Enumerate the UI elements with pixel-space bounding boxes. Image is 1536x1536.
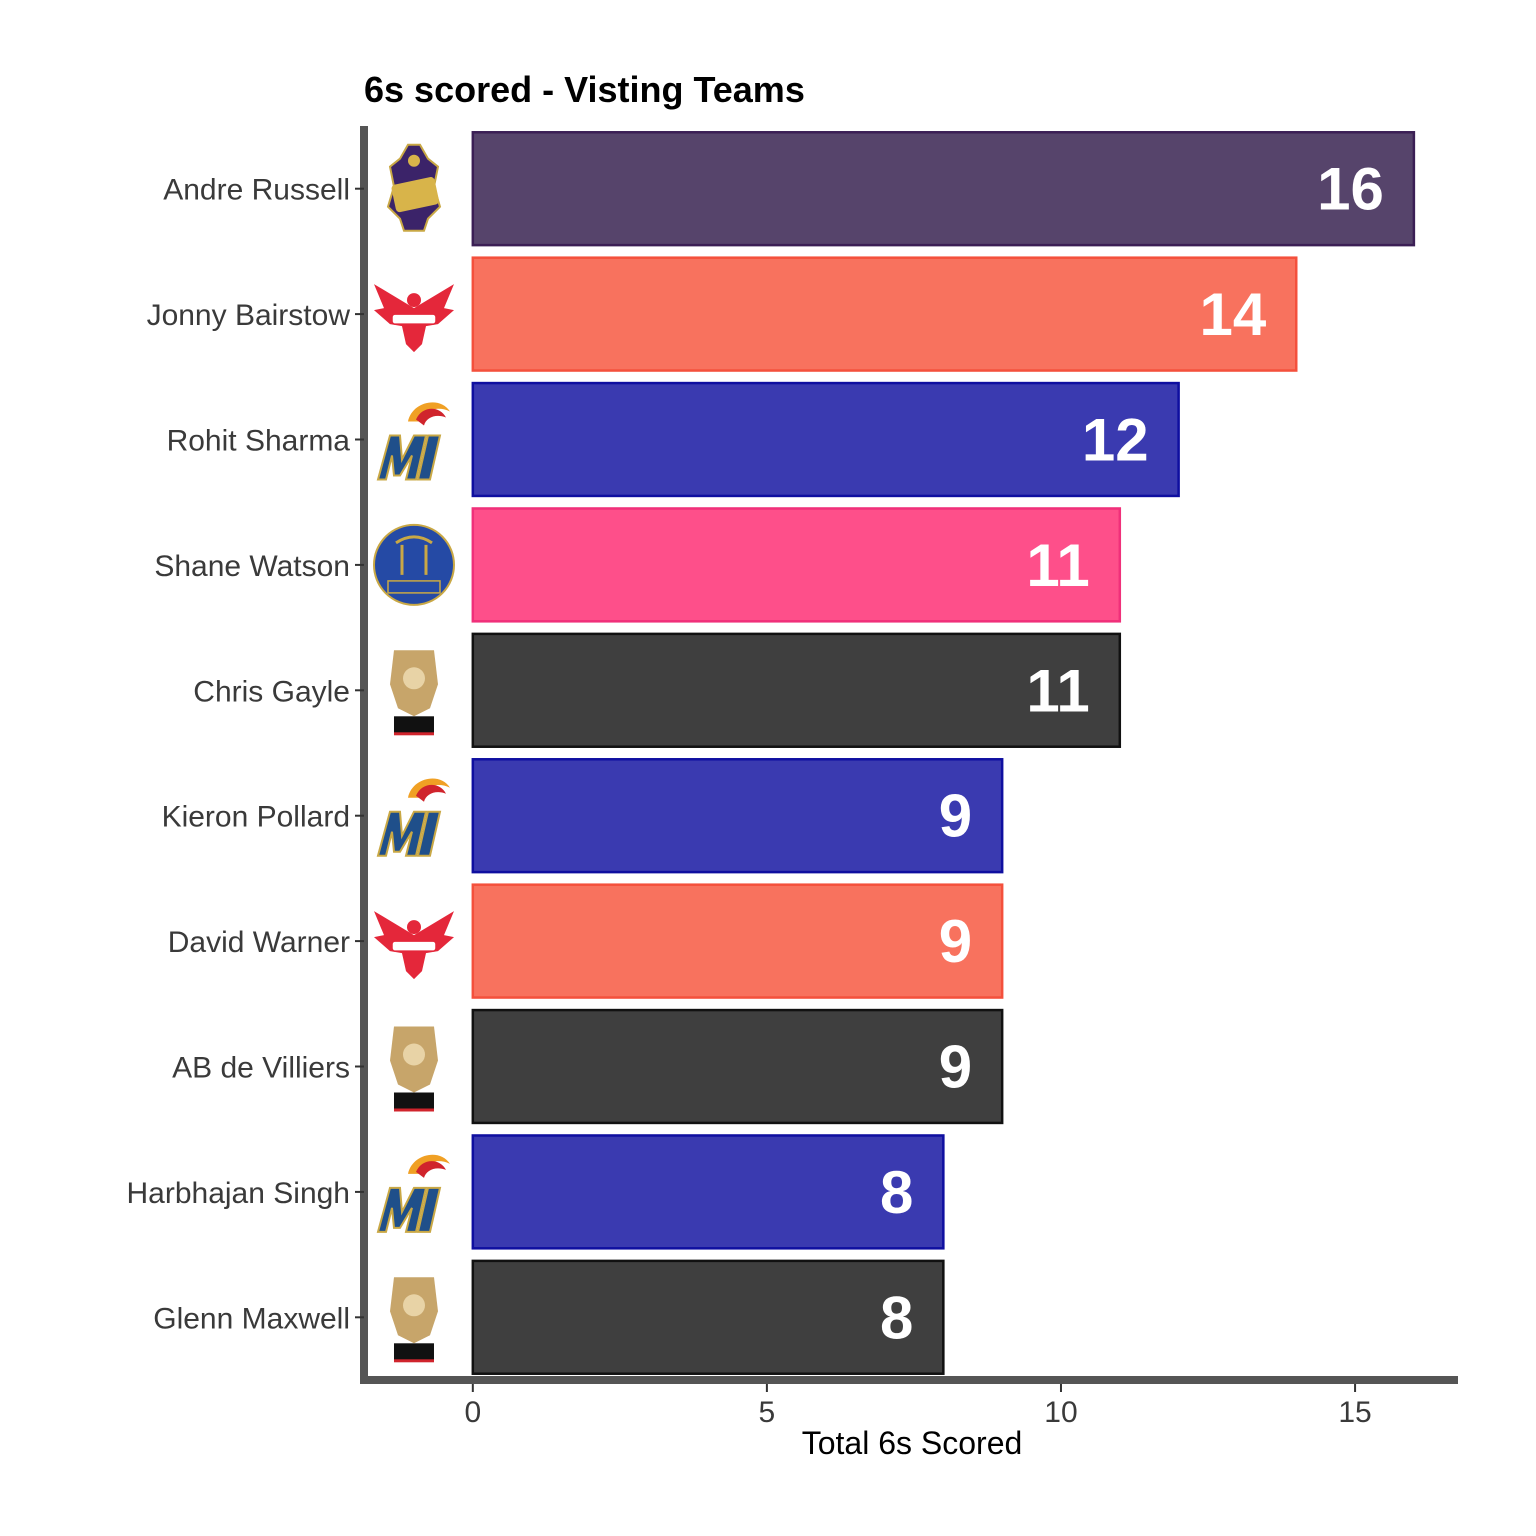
srh-logo-icon-1 (373, 284, 454, 353)
bar-3 (471, 507, 1122, 623)
mi-swirl-inner-shape (415, 408, 446, 426)
bar-6 (471, 883, 1004, 999)
chart-title: 6s scored - Visting Teams (364, 69, 805, 110)
srh-head-shape (406, 293, 421, 308)
chart-marks: 16 Andre Russell 14 Jonny Bairstow 12 Rohit S… (127, 126, 1458, 1429)
rr-logo-icon-3 (372, 523, 455, 606)
srh-banner-shape (391, 313, 437, 325)
mi-swirl-inner-shape (415, 784, 446, 802)
y-tick-label-5: Kieron Pollard (162, 801, 350, 834)
bar-7 (471, 1008, 1004, 1125)
y-tick-label-2: Rohit Sharma (167, 425, 351, 458)
bar-1 (471, 256, 1298, 372)
data-label-2: 12 (1082, 407, 1149, 474)
mi-letter-m-shape (376, 810, 428, 857)
rcb-wordmark-shape (393, 716, 434, 735)
kkr-helmet-shape (407, 154, 420, 167)
x-tick-label-1: 5 (759, 1396, 776, 1429)
mi-letter-i-shape (416, 1186, 442, 1233)
rcb-stripe-shape (393, 732, 434, 736)
mi-letter-i-shape (416, 810, 442, 857)
y-tick-label-1: Jonny Bairstow (147, 299, 351, 332)
x-tick-label-3: 15 (1338, 1396, 1371, 1429)
bar-0 (471, 131, 1416, 247)
rcb-lion-head-shape (402, 1294, 425, 1317)
srh-head-shape (406, 920, 421, 935)
srh-banner-shape (391, 940, 437, 952)
kkr-logo-icon-0 (386, 143, 442, 232)
rcb-logo-icon-4 (389, 650, 438, 736)
mi-swirl-inner-shape (415, 1161, 446, 1178)
mi-letter-m-shape (376, 1186, 428, 1233)
data-label-8: 8 (880, 1159, 913, 1226)
data-label-1: 14 (1200, 281, 1267, 348)
bar-9 (471, 1259, 945, 1375)
mi-letter-i-shape (416, 434, 442, 481)
y-tick-label-9: Glenn Maxwell (153, 1302, 350, 1335)
rcb-stripe-shape (393, 1359, 434, 1363)
data-label-6: 9 (939, 908, 972, 975)
x-tick-label-0: 0 (464, 1396, 481, 1429)
y-tick-label-7: AB de Villiers (172, 1052, 350, 1085)
data-label-3: 11 (1026, 532, 1089, 599)
rcb-lion-head-shape (402, 1043, 425, 1066)
rcb-wordmark-shape (393, 1092, 434, 1111)
x-tick-label-2: 10 (1044, 1396, 1077, 1429)
y-tick-label-4: Chris Gayle (193, 675, 350, 708)
data-label-9: 8 (880, 1284, 913, 1351)
y-tick-label-0: Andre Russell (163, 174, 350, 207)
bar-4 (471, 632, 1122, 748)
data-label-0: 16 (1317, 156, 1384, 223)
data-label-5: 9 (939, 783, 972, 850)
data-label-4: 11 (1026, 657, 1089, 724)
mi-logo-icon-8 (376, 1154, 450, 1233)
srh-logo-icon-6 (373, 911, 454, 980)
x-axis-title: Total 6s Scored (802, 1425, 1023, 1461)
rr-monogram-shape (395, 535, 433, 575)
rcb-lion-head-shape (402, 667, 425, 690)
data-label-7: 9 (939, 1034, 972, 1101)
mi-logo-icon-5 (376, 778, 450, 857)
rr-badge-shape (372, 523, 455, 606)
rcb-logo-icon-7 (389, 1026, 438, 1112)
mi-letter-m-shape (376, 434, 428, 481)
y-tick-label-3: Shane Watson (154, 550, 350, 583)
y-tick-label-6: David Warner (168, 926, 350, 959)
bar-5 (471, 758, 1004, 874)
bar-8 (471, 1134, 945, 1250)
rcb-stripe-shape (393, 1108, 434, 1112)
bar-2 (471, 381, 1180, 498)
mi-logo-icon-2 (376, 402, 450, 481)
y-tick-label-8: Harbhajan Singh (127, 1177, 351, 1210)
rcb-wordmark-shape (393, 1343, 434, 1362)
rr-wordmark-shape (387, 580, 441, 594)
rcb-logo-icon-9 (389, 1277, 438, 1363)
kkr-banner-shape (391, 177, 439, 213)
